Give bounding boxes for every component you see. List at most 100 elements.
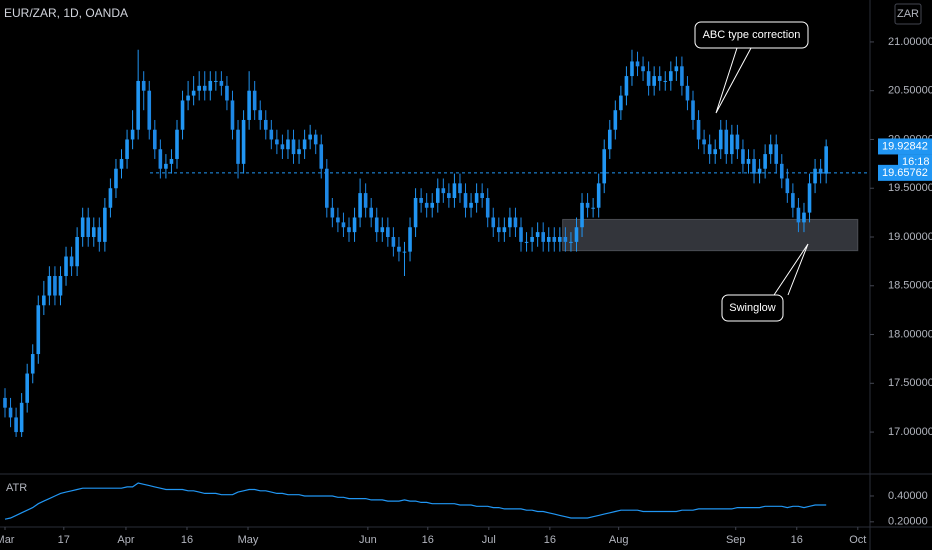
candle-body — [707, 144, 712, 155]
x-tick-label: Jul — [482, 534, 496, 546]
candle-body — [158, 149, 163, 169]
candle-body — [53, 276, 57, 296]
candle-body — [458, 183, 462, 194]
candle-body — [791, 193, 795, 208]
candle-body — [25, 373, 29, 403]
candle-body — [813, 168, 817, 184]
candle-body — [718, 129, 723, 150]
candle-body — [286, 139, 290, 150]
candle-body — [447, 193, 451, 198]
candle-body — [197, 85, 201, 91]
currency-box[interactable] — [894, 3, 922, 25]
y2-tick-label: 0.20000 — [888, 516, 928, 528]
candle-body — [818, 168, 823, 174]
y-tick-label: 19.50000 — [888, 182, 932, 194]
candle-body — [519, 227, 523, 242]
candle-body — [269, 129, 274, 140]
candle-body — [552, 237, 557, 242]
x-tick-label: Aug — [609, 534, 629, 546]
last-price-label: 19.92842 — [882, 140, 928, 152]
level-box — [878, 164, 932, 181]
candle-body — [802, 212, 806, 223]
candle-body — [641, 66, 645, 72]
y-tick-label: 18.00000 — [888, 328, 932, 340]
candle-body — [75, 237, 79, 267]
candle-body — [424, 202, 429, 208]
candle-body — [691, 100, 695, 120]
candle-body — [807, 183, 812, 213]
candle-body — [657, 76, 662, 81]
callout-text: Swinglow — [729, 302, 776, 314]
candle-body — [485, 197, 490, 218]
candle-body — [752, 158, 756, 174]
candle-body — [252, 90, 257, 111]
x-tick-label: Oct — [849, 534, 866, 546]
candle-body — [685, 85, 690, 101]
candle-body — [463, 193, 468, 208]
candle-body — [741, 149, 745, 164]
candle-body — [219, 80, 224, 86]
candle-body — [30, 354, 35, 374]
y-tick-label: 17.00000 — [888, 426, 932, 438]
candle-body — [36, 305, 41, 355]
candle-body — [558, 237, 562, 242]
candle-body — [341, 222, 346, 228]
candle-body — [652, 76, 656, 86]
candle-body — [596, 183, 601, 208]
candle-body — [574, 227, 579, 242]
candle-body — [724, 129, 729, 155]
candle-body — [680, 66, 684, 86]
candle-body — [408, 227, 412, 252]
candle-body — [180, 100, 185, 130]
candle-body — [202, 85, 207, 91]
candle-body — [674, 66, 679, 72]
candle-body — [280, 144, 285, 150]
candle-body — [69, 256, 74, 267]
candle-body — [630, 61, 634, 77]
candle-body — [397, 246, 401, 252]
candle-body — [308, 134, 312, 140]
candle-body — [491, 217, 496, 228]
y-tick-label: 19.00000 — [888, 231, 932, 243]
candle-body — [430, 202, 435, 208]
candle-body — [757, 168, 762, 174]
candle-body — [97, 227, 102, 242]
candle-body — [80, 217, 85, 237]
candle-body — [352, 217, 357, 233]
candle-body — [114, 168, 118, 189]
atr-line — [4, 482, 827, 520]
x-tick-label: Sep — [726, 534, 746, 546]
candle-body — [768, 144, 773, 155]
currency[interactable]: ZAR — [897, 8, 919, 20]
candle-body — [141, 80, 146, 91]
x-tick-label: May — [238, 534, 259, 546]
candle-body — [696, 119, 701, 140]
candle-body — [824, 146, 828, 174]
candle-body — [275, 139, 279, 145]
candle-body — [607, 129, 612, 150]
candle-body — [330, 207, 335, 218]
candle-body — [347, 227, 351, 233]
candle-body — [497, 227, 501, 233]
callout-pointer — [715, 47, 752, 114]
candle-body — [613, 110, 618, 130]
x-tick-label: 16 — [544, 534, 556, 546]
candle-body — [702, 139, 706, 145]
y-tick-label: 18.50000 — [888, 280, 932, 292]
candle-body — [319, 144, 324, 169]
candle-body — [191, 90, 196, 96]
candle-body — [164, 163, 168, 169]
y-tick-label: 21.00000 — [888, 36, 932, 48]
candle-body — [47, 276, 52, 296]
candle-body — [186, 95, 190, 101]
x-tick-label: Apr — [117, 534, 134, 546]
candle-body — [19, 402, 24, 433]
candle-body — [569, 241, 573, 243]
candle-body — [297, 149, 301, 155]
candle-body — [530, 237, 534, 242]
candle-body — [796, 207, 801, 223]
candle-body — [646, 71, 651, 86]
x-tick-label: 16 — [422, 534, 434, 546]
